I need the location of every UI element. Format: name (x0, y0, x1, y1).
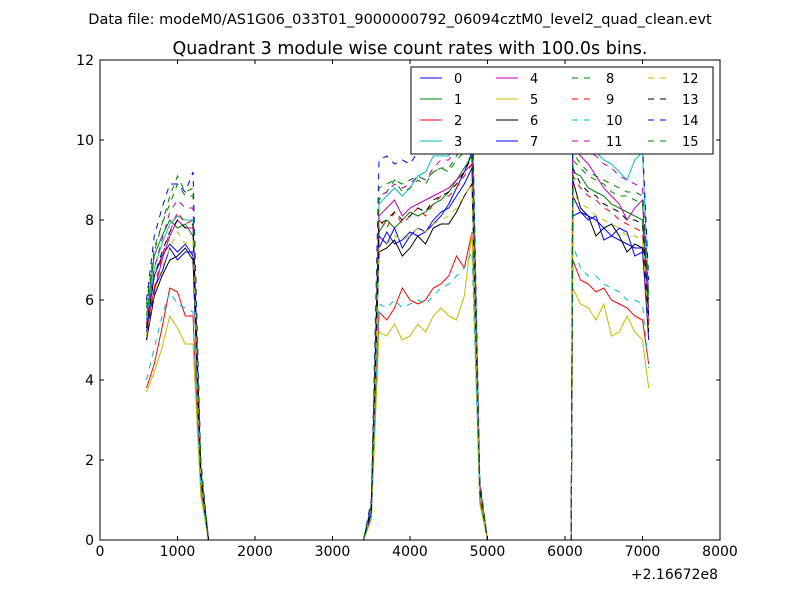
y-tick-label: 8 (85, 213, 94, 229)
legend-label-14: 14 (682, 114, 699, 129)
legend-label-1: 1 (454, 93, 462, 108)
legend-label-4: 4 (530, 72, 538, 87)
y-tick-label: 12 (76, 53, 94, 69)
y-tick-label: 6 (85, 293, 94, 309)
legend-label-13: 13 (682, 93, 699, 108)
x-tick-label: 0 (96, 544, 105, 560)
figure-suptitle: Data file: modeM0/AS1G06_033T01_90000007… (88, 12, 712, 28)
y-tick-label: 4 (85, 373, 94, 389)
series-line-5 (146, 231, 650, 541)
x-offset-label: +2.16672e8 (631, 567, 718, 583)
x-axis: 0 1000 2000 3000 4000 5000 6000 7000 8000 (96, 60, 738, 560)
x-tick-label: 4000 (392, 544, 428, 560)
legend-label-7: 7 (530, 135, 538, 150)
legend-label-0: 0 (454, 72, 462, 87)
legend-label-9: 9 (606, 93, 614, 108)
series-line-15 (146, 127, 650, 541)
legend-label-2: 2 (454, 114, 462, 129)
x-tick-label: 1000 (160, 544, 196, 560)
y-tick-label: 10 (76, 133, 94, 149)
legend-label-5: 5 (530, 93, 538, 108)
series-line-12 (146, 182, 650, 541)
chart-title: Quadrant 3 module wise count rates with … (173, 39, 648, 59)
x-tick-label: 7000 (625, 544, 661, 560)
x-tick-label: 8000 (702, 544, 738, 560)
series-line-11 (146, 119, 650, 541)
x-tick-label: 2000 (237, 544, 273, 560)
legend-label-10: 10 (606, 114, 623, 129)
legend-label-12: 12 (682, 72, 699, 87)
x-tick-label: 3000 (315, 544, 351, 560)
legend-frame (410, 66, 714, 155)
legend-label-3: 3 (454, 135, 462, 150)
series-line-2 (146, 231, 650, 541)
y-tick-label: 2 (85, 453, 94, 469)
y-tick-label: 0 (85, 533, 94, 549)
series-line-10 (146, 243, 650, 541)
legend-label-11: 11 (606, 135, 623, 150)
x-tick-label: 6000 (547, 544, 583, 560)
legend-label-15: 15 (682, 135, 699, 150)
legend-label-8: 8 (606, 72, 614, 87)
series-line-8 (146, 138, 650, 541)
x-tick-label: 5000 (470, 544, 506, 560)
series-line-13 (146, 155, 650, 541)
legend-label-6: 6 (530, 114, 538, 129)
